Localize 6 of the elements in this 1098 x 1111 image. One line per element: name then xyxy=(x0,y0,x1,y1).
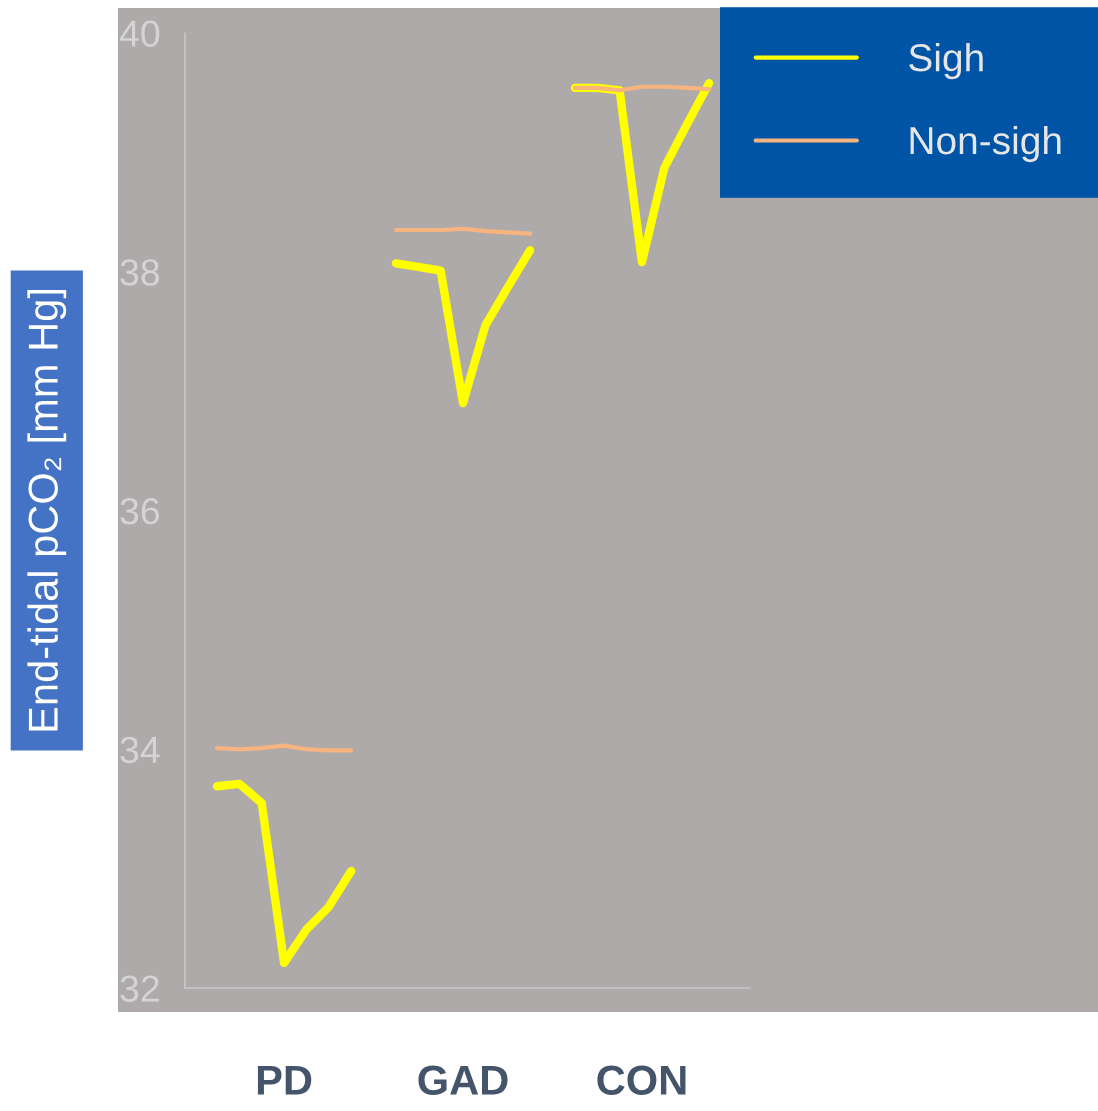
x-tick-label: PD xyxy=(257,1065,312,1095)
legend-label: Sigh xyxy=(909,43,983,80)
x-tick-label: GAD xyxy=(418,1065,508,1095)
y-axis-title: End-tidal pCO₂ [mm Hg] xyxy=(27,290,67,731)
x-tick-label: CON xyxy=(597,1065,686,1095)
legend-label: Non-sigh xyxy=(910,125,1061,163)
